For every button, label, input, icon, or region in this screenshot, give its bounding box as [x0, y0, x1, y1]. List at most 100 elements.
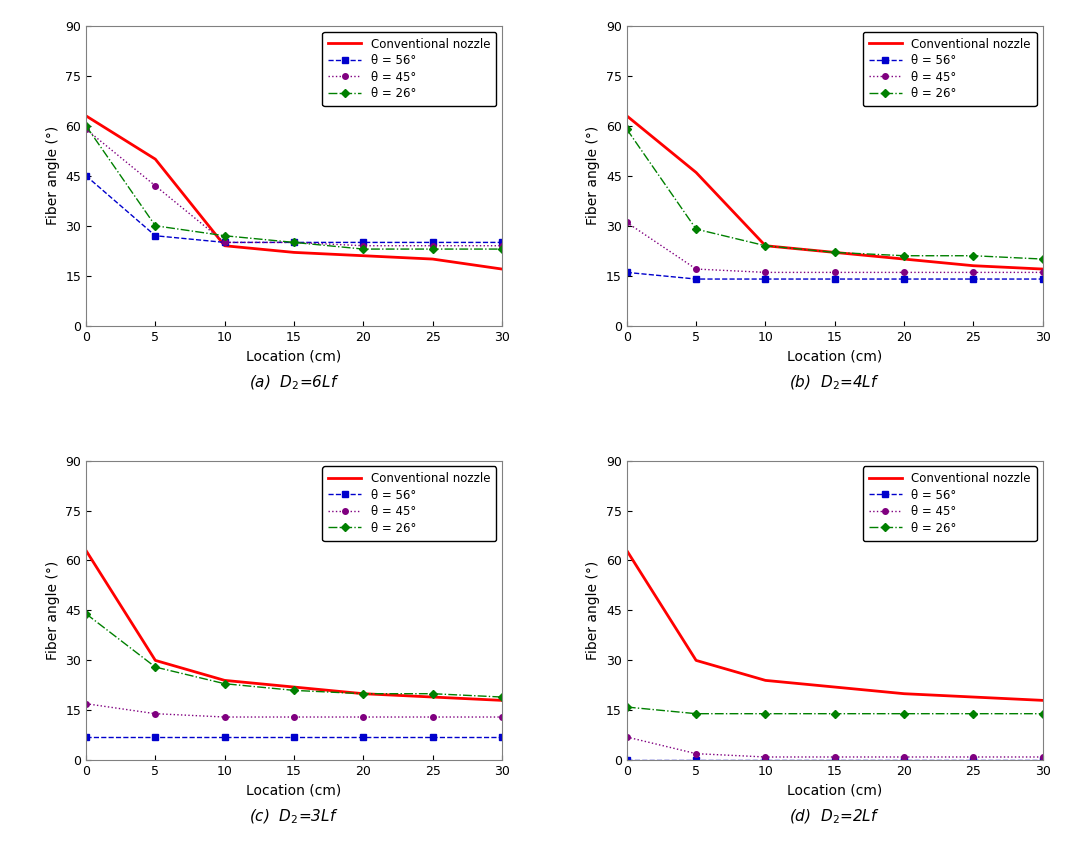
Conventional nozzle — [968, 261, 980, 271]
θ = 26° — [1036, 708, 1049, 719]
Line: θ = 45°: θ = 45° — [624, 734, 1046, 759]
Line: θ = 26°: θ = 26° — [83, 123, 505, 251]
θ = 26° — [80, 121, 92, 131]
Conventional nozzle — [690, 655, 703, 665]
θ = 45° — [426, 712, 439, 722]
θ = 56° — [357, 732, 370, 742]
θ = 26° — [829, 247, 842, 257]
Conventional nozzle — [829, 682, 842, 692]
θ = 45° — [759, 267, 772, 277]
θ = 56° — [829, 274, 842, 284]
θ = 56° — [759, 274, 772, 284]
θ = 45° — [496, 240, 508, 251]
Line: θ = 45°: θ = 45° — [83, 126, 505, 249]
Conventional nozzle — [829, 247, 842, 257]
θ = 45° — [829, 267, 842, 277]
X-axis label: Location (cm): Location (cm) — [246, 349, 342, 363]
θ = 26° — [218, 231, 231, 241]
θ = 56° — [759, 755, 772, 766]
Line: θ = 56°: θ = 56° — [624, 270, 1046, 282]
Text: (a)  D$_2$=6Lf: (a) D$_2$=6Lf — [248, 373, 340, 391]
Text: (c)  D$_2$=3Lf: (c) D$_2$=3Lf — [249, 808, 339, 826]
θ = 26° — [218, 678, 231, 689]
Conventional nozzle — [148, 655, 161, 665]
θ = 56° — [426, 238, 439, 248]
Y-axis label: Fiber angle (°): Fiber angle (°) — [586, 126, 600, 226]
θ = 26° — [759, 240, 772, 251]
Text: (b)  D$_2$=4Lf: (b) D$_2$=4Lf — [789, 373, 880, 391]
Legend: Conventional nozzle, θ = 56°, θ = 45°, θ = 26°: Conventional nozzle, θ = 56°, θ = 45°, θ… — [322, 467, 496, 541]
θ = 56° — [496, 238, 508, 248]
Conventional nozzle — [218, 240, 231, 251]
θ = 26° — [496, 692, 508, 702]
Legend: Conventional nozzle, θ = 56°, θ = 45°, θ = 26°: Conventional nozzle, θ = 56°, θ = 45°, θ… — [863, 467, 1037, 541]
Conventional nozzle — [80, 545, 92, 556]
Conventional nozzle — [1036, 264, 1049, 274]
θ = 45° — [1036, 267, 1049, 277]
Line: Conventional nozzle: Conventional nozzle — [627, 550, 1043, 701]
Line: Conventional nozzle: Conventional nozzle — [86, 116, 502, 269]
θ = 45° — [968, 752, 980, 762]
X-axis label: Location (cm): Location (cm) — [787, 784, 883, 797]
θ = 56° — [218, 238, 231, 248]
Conventional nozzle — [287, 247, 300, 257]
θ = 56° — [218, 732, 231, 742]
Line: θ = 56°: θ = 56° — [624, 758, 1046, 763]
Conventional nozzle — [218, 675, 231, 685]
θ = 56° — [968, 755, 980, 766]
θ = 45° — [218, 238, 231, 248]
Legend: Conventional nozzle, θ = 56°, θ = 45°, θ = 26°: Conventional nozzle, θ = 56°, θ = 45°, θ… — [322, 32, 496, 106]
Line: Conventional nozzle: Conventional nozzle — [627, 116, 1043, 269]
θ = 45° — [690, 264, 703, 274]
Conventional nozzle — [690, 168, 703, 178]
θ = 26° — [829, 708, 842, 719]
θ = 26° — [80, 608, 92, 619]
θ = 56° — [148, 732, 161, 742]
θ = 45° — [690, 748, 703, 759]
θ = 26° — [968, 708, 980, 719]
θ = 56° — [80, 170, 92, 181]
Conventional nozzle — [968, 692, 980, 702]
Conventional nozzle — [357, 689, 370, 699]
θ = 45° — [148, 181, 161, 191]
θ = 56° — [829, 755, 842, 766]
θ = 56° — [1036, 755, 1049, 766]
θ = 45° — [287, 238, 300, 248]
X-axis label: Location (cm): Location (cm) — [246, 784, 342, 797]
Conventional nozzle — [759, 240, 772, 251]
θ = 56° — [287, 238, 300, 248]
θ = 26° — [287, 685, 300, 696]
θ = 45° — [496, 712, 508, 722]
θ = 45° — [620, 732, 633, 742]
θ = 45° — [357, 712, 370, 722]
Y-axis label: Fiber angle (°): Fiber angle (°) — [586, 561, 600, 660]
θ = 56° — [496, 732, 508, 742]
θ = 45° — [357, 240, 370, 251]
θ = 26° — [148, 220, 161, 231]
θ = 45° — [218, 712, 231, 722]
θ = 56° — [690, 755, 703, 766]
θ = 56° — [1036, 274, 1049, 284]
θ = 26° — [759, 708, 772, 719]
θ = 26° — [968, 251, 980, 261]
Conventional nozzle — [287, 682, 300, 692]
θ = 45° — [287, 712, 300, 722]
Line: θ = 56°: θ = 56° — [83, 173, 505, 245]
θ = 56° — [968, 274, 980, 284]
θ = 26° — [496, 244, 508, 254]
θ = 26° — [357, 244, 370, 254]
θ = 26° — [620, 124, 633, 135]
θ = 45° — [80, 698, 92, 708]
Conventional nozzle — [496, 264, 508, 274]
θ = 26° — [620, 702, 633, 712]
Conventional nozzle — [759, 675, 772, 685]
θ = 26° — [426, 689, 439, 699]
Conventional nozzle — [426, 254, 439, 264]
θ = 56° — [80, 732, 92, 742]
θ = 26° — [148, 662, 161, 672]
θ = 56° — [620, 267, 633, 277]
θ = 26° — [426, 244, 439, 254]
X-axis label: Location (cm): Location (cm) — [787, 349, 883, 363]
θ = 45° — [426, 240, 439, 251]
θ = 56° — [620, 755, 633, 766]
